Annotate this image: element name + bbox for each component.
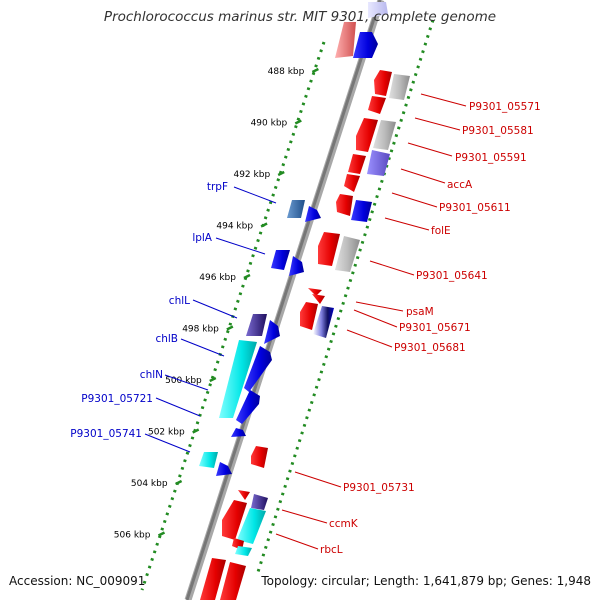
forward-genes <box>199 200 321 476</box>
gene-P9301_05571-a <box>374 70 392 96</box>
kbp-tick-mark <box>157 531 166 537</box>
label-P9301_05611: P9301_05611 <box>439 202 511 214</box>
kbp-tick-mark <box>226 325 234 331</box>
accession-label: Accession: NC_009091 <box>9 574 146 588</box>
gene-P9301_05641-a <box>318 232 340 266</box>
gene-accA-a <box>348 154 366 174</box>
gene-bottom-a <box>200 558 226 600</box>
kbp-tick-label: 488 kbp <box>268 67 305 77</box>
label-P9301_05671: P9301_05671 <box>399 322 471 334</box>
gene-bottom-b <box>220 562 246 600</box>
gene-rbcL-b <box>237 508 266 544</box>
label-chlN: chlN <box>140 369 163 381</box>
gene-chlN-b <box>236 390 260 424</box>
kbp-tick-label: 506 kbp <box>114 531 151 541</box>
kbp-tick-mark <box>311 67 319 74</box>
gene-chlN <box>244 346 272 392</box>
gene-chlB <box>219 340 257 418</box>
gene-P9301_05571-b <box>389 74 410 100</box>
forward-gene-labels: trpF lplA chlL chlB chlN P9301_05721 P93… <box>70 181 228 440</box>
gene-P9301_05591-c <box>367 150 390 176</box>
gene-P9301_05741-a <box>199 452 218 468</box>
gene-P9301_05581 <box>368 96 386 114</box>
label-lplA: lplA <box>192 232 212 244</box>
label-P9301_05581: P9301_05581 <box>462 125 534 137</box>
gene-lplA-a <box>271 250 290 270</box>
kbp-tick-label: 502 kbp <box>148 428 185 438</box>
kbp-tick-mark <box>209 376 217 383</box>
label-accA: accA <box>447 179 473 191</box>
label-psaM: psaM <box>406 306 434 318</box>
kbp-tick-mark <box>175 479 183 486</box>
kbp-tick-label: 490 kbp <box>251 119 288 129</box>
label-folE: folE <box>431 225 451 237</box>
gene-psaM <box>308 288 322 296</box>
kbp-tick-mark <box>192 428 200 434</box>
label-P9301_05741: P9301_05741 <box>70 428 142 440</box>
reverse-genes <box>200 70 410 600</box>
kbp-tick-label: 496 kbp <box>199 273 236 283</box>
reverse-leaders <box>275 93 467 550</box>
label-P9301_05731: P9301_05731 <box>343 482 415 494</box>
kbp-tick-mark <box>243 273 251 280</box>
gene-P9301_05671 <box>300 302 318 330</box>
gene-P9301_05591-a <box>356 118 378 152</box>
label-P9301_05641: P9301_05641 <box>416 270 488 282</box>
kbp-tick-mark <box>260 222 268 228</box>
gene-P9301_05591-b <box>373 120 396 150</box>
gene-chlL-b <box>264 320 280 344</box>
gene-ccmK <box>238 490 250 500</box>
label-P9301_05591: P9301_05591 <box>455 152 527 164</box>
label-rbcL: rbcL <box>320 544 343 556</box>
gene-trpF <box>287 200 305 218</box>
label-P9301_05681: P9301_05681 <box>394 342 466 354</box>
gene-P9301_05641-b <box>335 236 360 272</box>
reverse-gene-labels: P9301_05571 P9301_05581 P9301_05591 accA… <box>320 101 541 556</box>
gene-fwd-ts <box>305 206 321 222</box>
gene-P9301_05741-b <box>216 462 232 476</box>
kbp-tick-label: 498 kbp <box>182 325 219 335</box>
kbp-tick-mark <box>294 119 302 125</box>
gene-accA-b <box>344 174 360 192</box>
gene-ccmK-b <box>251 494 268 510</box>
label-ccmK: ccmK <box>329 518 359 530</box>
inner-dotted-track <box>256 19 435 573</box>
map-title: Prochlorococcus marinus str. MIT 9301, c… <box>103 9 497 25</box>
gene-rbcS-b <box>235 546 252 556</box>
gene-P9301_05731 <box>251 446 268 468</box>
genome-summary: Topology: circular; Length: 1,641,879 bp… <box>261 574 591 588</box>
forward-leaders <box>144 186 277 453</box>
top-features <box>335 2 388 58</box>
kbp-tick-label: 494 kbp <box>216 222 253 232</box>
label-chlB: chlB <box>155 333 178 345</box>
backbone <box>184 0 385 602</box>
gene-psaM-b <box>312 294 325 304</box>
kbp-tick-mark <box>277 170 285 177</box>
gene-folE <box>351 200 372 222</box>
gene-P9301_05721 <box>231 428 246 437</box>
gene-P9301_05611 <box>336 194 353 216</box>
label-chlL: chlL <box>169 295 190 307</box>
gene-P9301_05681 <box>313 306 334 338</box>
gene-lplA-b <box>289 256 304 276</box>
kbp-ticks: 488 kbp 490 kbp 492 kbp 494 kbp 496 kbp 498 k… <box>114 67 319 541</box>
gene-chlL-a <box>246 314 267 336</box>
gene-rbcL-a <box>222 500 247 540</box>
label-P9301_05721: P9301_05721 <box>81 393 153 405</box>
label-P9301_05571: P9301_05571 <box>469 101 541 113</box>
kbp-tick-label: 504 kbp <box>131 479 168 489</box>
kbp-tick-label: 492 kbp <box>233 170 270 180</box>
label-trpF: trpF <box>207 181 228 193</box>
